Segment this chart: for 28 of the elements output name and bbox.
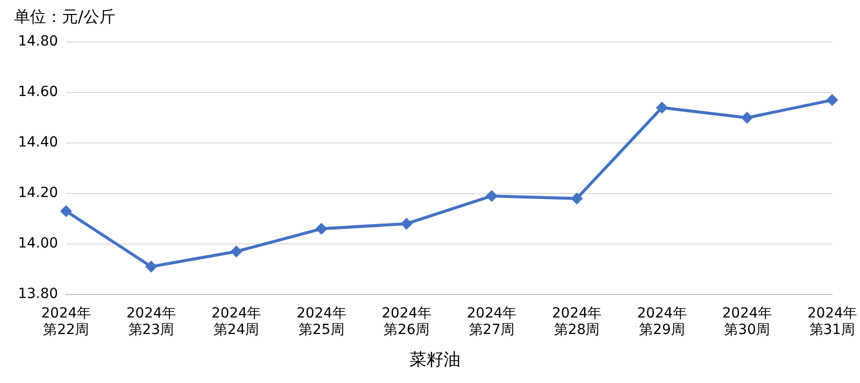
y-tick-label: 14.40 <box>18 134 58 151</box>
x-tick-label: 2024年第28周 <box>552 305 602 338</box>
x-tick-label: 2024年第30周 <box>722 305 772 338</box>
point <box>486 190 498 202</box>
point <box>570 192 583 204</box>
y-tick-label: 14.60 <box>18 84 58 100</box>
x-tick-label: 2024年第31周 <box>807 305 858 338</box>
x-tick-label: 2024年第25周 <box>296 305 346 338</box>
point <box>145 260 158 273</box>
y-tick-label: 14.20 <box>18 185 58 202</box>
point <box>741 112 754 124</box>
point <box>60 205 72 218</box>
point <box>826 94 838 106</box>
y-axis-title: 单位：元/公斤 <box>14 7 116 26</box>
point <box>315 222 328 235</box>
point <box>400 218 413 230</box>
text: 菜籽油 <box>409 350 460 370</box>
x-tick-label: 2024年第26周 <box>382 305 432 338</box>
x-tick-label: 2024年第22周 <box>41 305 91 338</box>
y-tick-label: 13.80 <box>18 286 58 302</box>
point <box>656 102 668 114</box>
x-tick-label: 2024年第23周 <box>126 305 176 338</box>
x-tick-label: 2024年第29周 <box>637 305 687 338</box>
y-tick-label: 14.80 <box>18 34 58 50</box>
x-tick-label: 2024年第27周 <box>466 305 517 338</box>
point <box>230 245 242 258</box>
x-tick-label: 2024年第24周 <box>212 305 262 338</box>
y-tick-label: 14.00 <box>18 236 58 252</box>
